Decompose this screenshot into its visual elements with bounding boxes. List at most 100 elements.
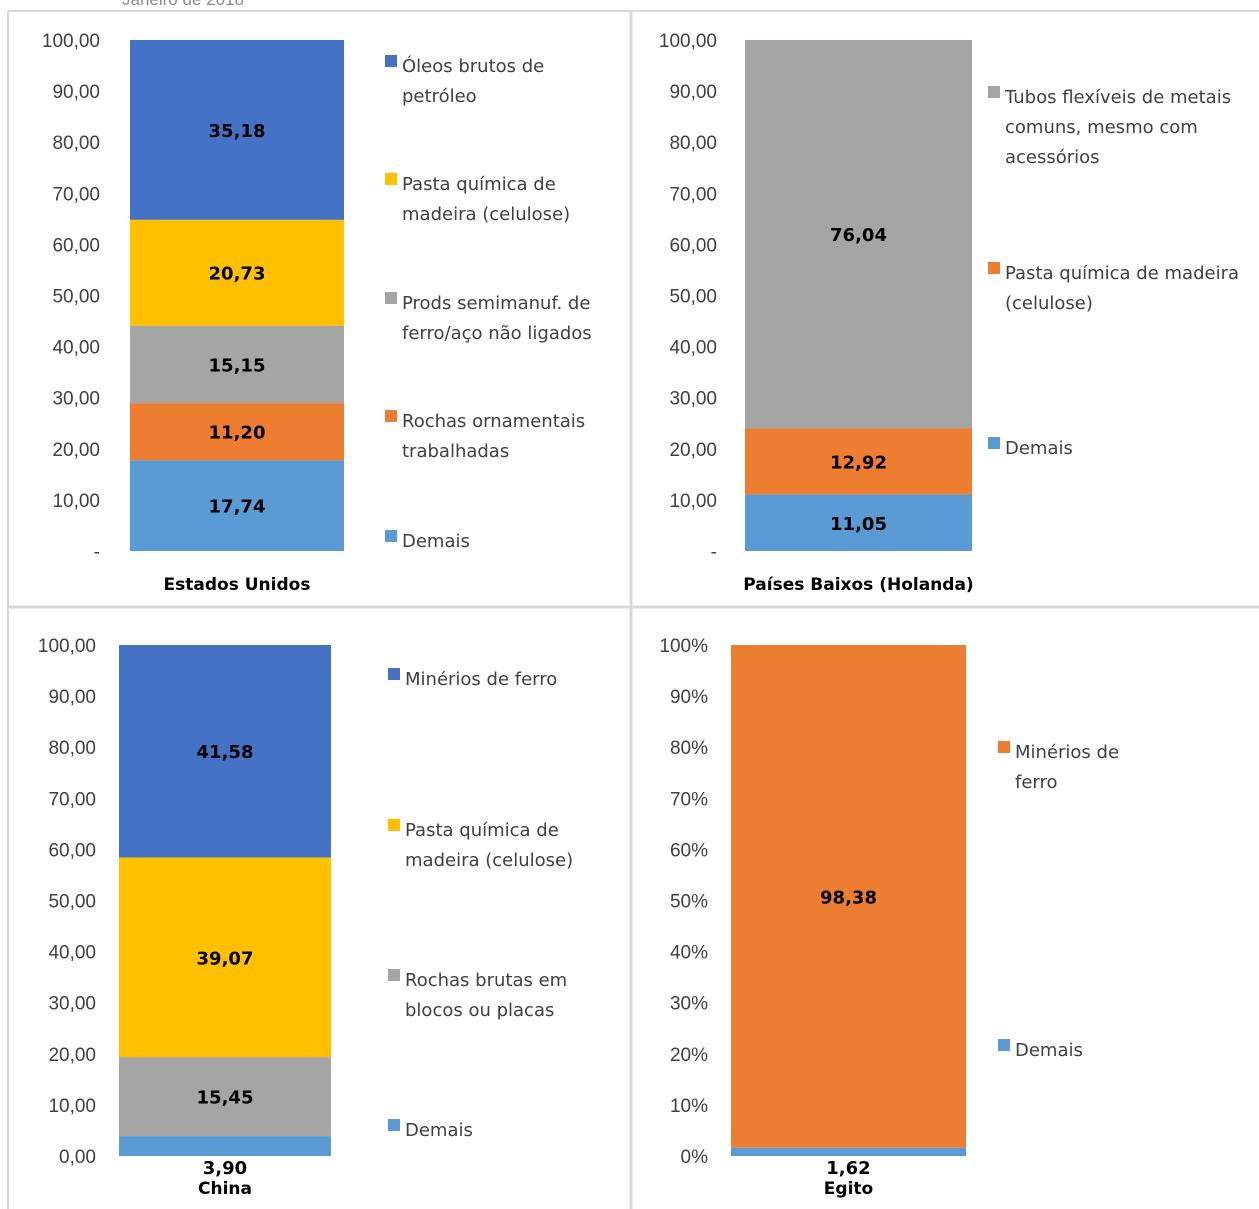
bar-segment-rochas-ornamentais-trabalhadas [130,403,344,461]
data-label: 11,05 [830,514,887,535]
legend-label: Demais [402,531,470,552]
y-tick-label: 90,00 [669,82,717,103]
y-tick-label: 80% [670,738,708,759]
legend-label: Rochas ornamentais [402,411,585,432]
data-label: 15,45 [197,1088,254,1109]
y-tick-label: 60,00 [48,840,96,861]
legend-label: Rochas brutas em [405,970,567,991]
legend-label: (celulose) [1005,293,1093,314]
bar-segment-demais [731,1147,966,1156]
y-tick-label: 40,00 [669,338,717,359]
y-tick-label: 60,00 [52,235,100,256]
y-tick-label: 90,00 [52,82,100,103]
legend-label: trabalhadas [402,441,509,462]
legend-swatch [385,410,397,422]
y-tick-label: 100,00 [659,31,717,52]
legend-label: Pasta química de madeira [1005,263,1239,284]
data-label: 15,15 [209,355,266,376]
legend-label: Pasta química de [405,820,559,841]
legend-swatch [998,1039,1010,1051]
legend-label: Demais [1015,1040,1083,1061]
bar-segment-pasta-quimica-de-madeira-celulose [745,428,972,495]
chart-china: 0,00 10,00 20,00 30,00 40,00 50,00 60,00 70,00 8… [38,636,573,1199]
y-tick-label: 50,00 [669,287,717,308]
data-label: 1,62 [826,1158,870,1179]
y-tick-label: - [711,542,717,563]
y-tick-label: 90,00 [48,687,96,708]
legend-label: madeira (celulose) [402,204,570,225]
legend-swatch [388,1119,400,1131]
data-label: 39,07 [197,948,254,969]
category-label: China [198,1179,252,1199]
y-tick-label: 10,00 [52,491,100,512]
legend-swatch [988,86,1000,98]
bar-segment-pasta-quimica-de-madeira-celulose [130,219,344,326]
y-tick-label: 60,00 [669,235,717,256]
bar-segment-tubos-flexiveis-de-metais-comuns-mesmo-com-acessorios [745,39,972,429]
panel-grid-frame [7,10,1259,1209]
y-tick-label: 60% [670,840,708,861]
legend-label: Minérios de [1015,742,1119,763]
legend-label: petróleo [402,86,477,107]
legend-swatch [385,530,397,542]
y-tick-label: 30,00 [48,994,96,1015]
y-tick-label: 80,00 [669,133,717,154]
legend-label: Tubos flexíveis de metais [1004,87,1231,108]
data-label: 12,92 [830,453,887,474]
legend-label: Óleos brutos de [402,55,544,77]
y-tick-label: 70,00 [52,184,100,205]
bar-segment-rochas-brutas-em-blocos-ou-placas [119,1057,331,1137]
legend-swatch [988,262,1000,274]
legend-swatch [998,741,1010,753]
legend-label: Demais [405,1120,473,1141]
y-tick-label: 100% [659,636,708,657]
y-tick-label: 80,00 [48,738,96,759]
category-label: Estados Unidos [164,575,311,595]
y-tick-label: 30% [670,994,708,1015]
data-label: 11,20 [209,423,266,444]
legend-swatch [388,969,400,981]
legend-label: Demais [1005,438,1073,459]
bar-segment-minerios-de-ferro [119,645,331,858]
y-tick-label: 20,00 [52,440,100,461]
legend-swatch [388,819,400,831]
bar-segment-pasta-quimica-de-madeira-celulose [119,857,331,1058]
y-tick-label: 100,00 [42,31,100,52]
legend-swatch [988,437,1000,449]
data-label: 35,18 [209,121,266,142]
legend-label: Pasta química de [402,174,556,195]
legend-swatch [385,55,397,67]
y-tick-label: 50% [670,892,708,913]
legend-label: Prods semimanuf. de [402,293,590,314]
y-tick-label: 30,00 [52,389,100,410]
chart-paises-baixos: - 10,00 20,00 30,00 40,00 50,00 60,00 70,00 80,0… [659,31,1239,595]
chart-egito: 0% 10% 20% 30% 40% 50% 60% 70% 80% 90% 100% 1,62 98,… [659,636,1119,1199]
y-tick-label: 40,00 [48,943,96,964]
legend-swatch [388,668,400,680]
y-tick-label: - [94,542,100,563]
page-title: Janeiro de 2018 [122,0,244,10]
bar-segment-prods-semimanuf-de-ferro-aco-nao-ligados [130,325,344,404]
y-tick-label: 10,00 [669,491,717,512]
y-tick-label: 80,00 [52,133,100,154]
y-tick-label: 70,00 [48,789,96,810]
legend-label: acessórios [1005,147,1100,168]
bar-segment-demais [119,1136,331,1156]
y-tick-label: 10% [670,1096,708,1117]
y-tick-label: 40% [670,943,708,964]
y-tick-label: 50,00 [48,892,96,913]
y-tick-label: 10,00 [48,1096,96,1117]
bar-segment-demais [745,494,972,551]
data-label: 41,58 [197,742,254,763]
category-label: Egito [824,1179,873,1199]
data-label: 17,74 [209,497,266,518]
legend-swatch [385,173,397,185]
legend-label: ferro/aço não ligados [402,323,592,344]
y-tick-label: 40,00 [52,338,100,359]
data-label: 3,90 [203,1158,247,1179]
legend-label: Minérios de ferro [405,669,557,690]
bar-segment-oleos-brutos-de-petroleo [130,40,344,220]
category-label: Países Baixos (Holanda) [743,575,973,595]
y-tick-label: 70,00 [669,184,717,205]
